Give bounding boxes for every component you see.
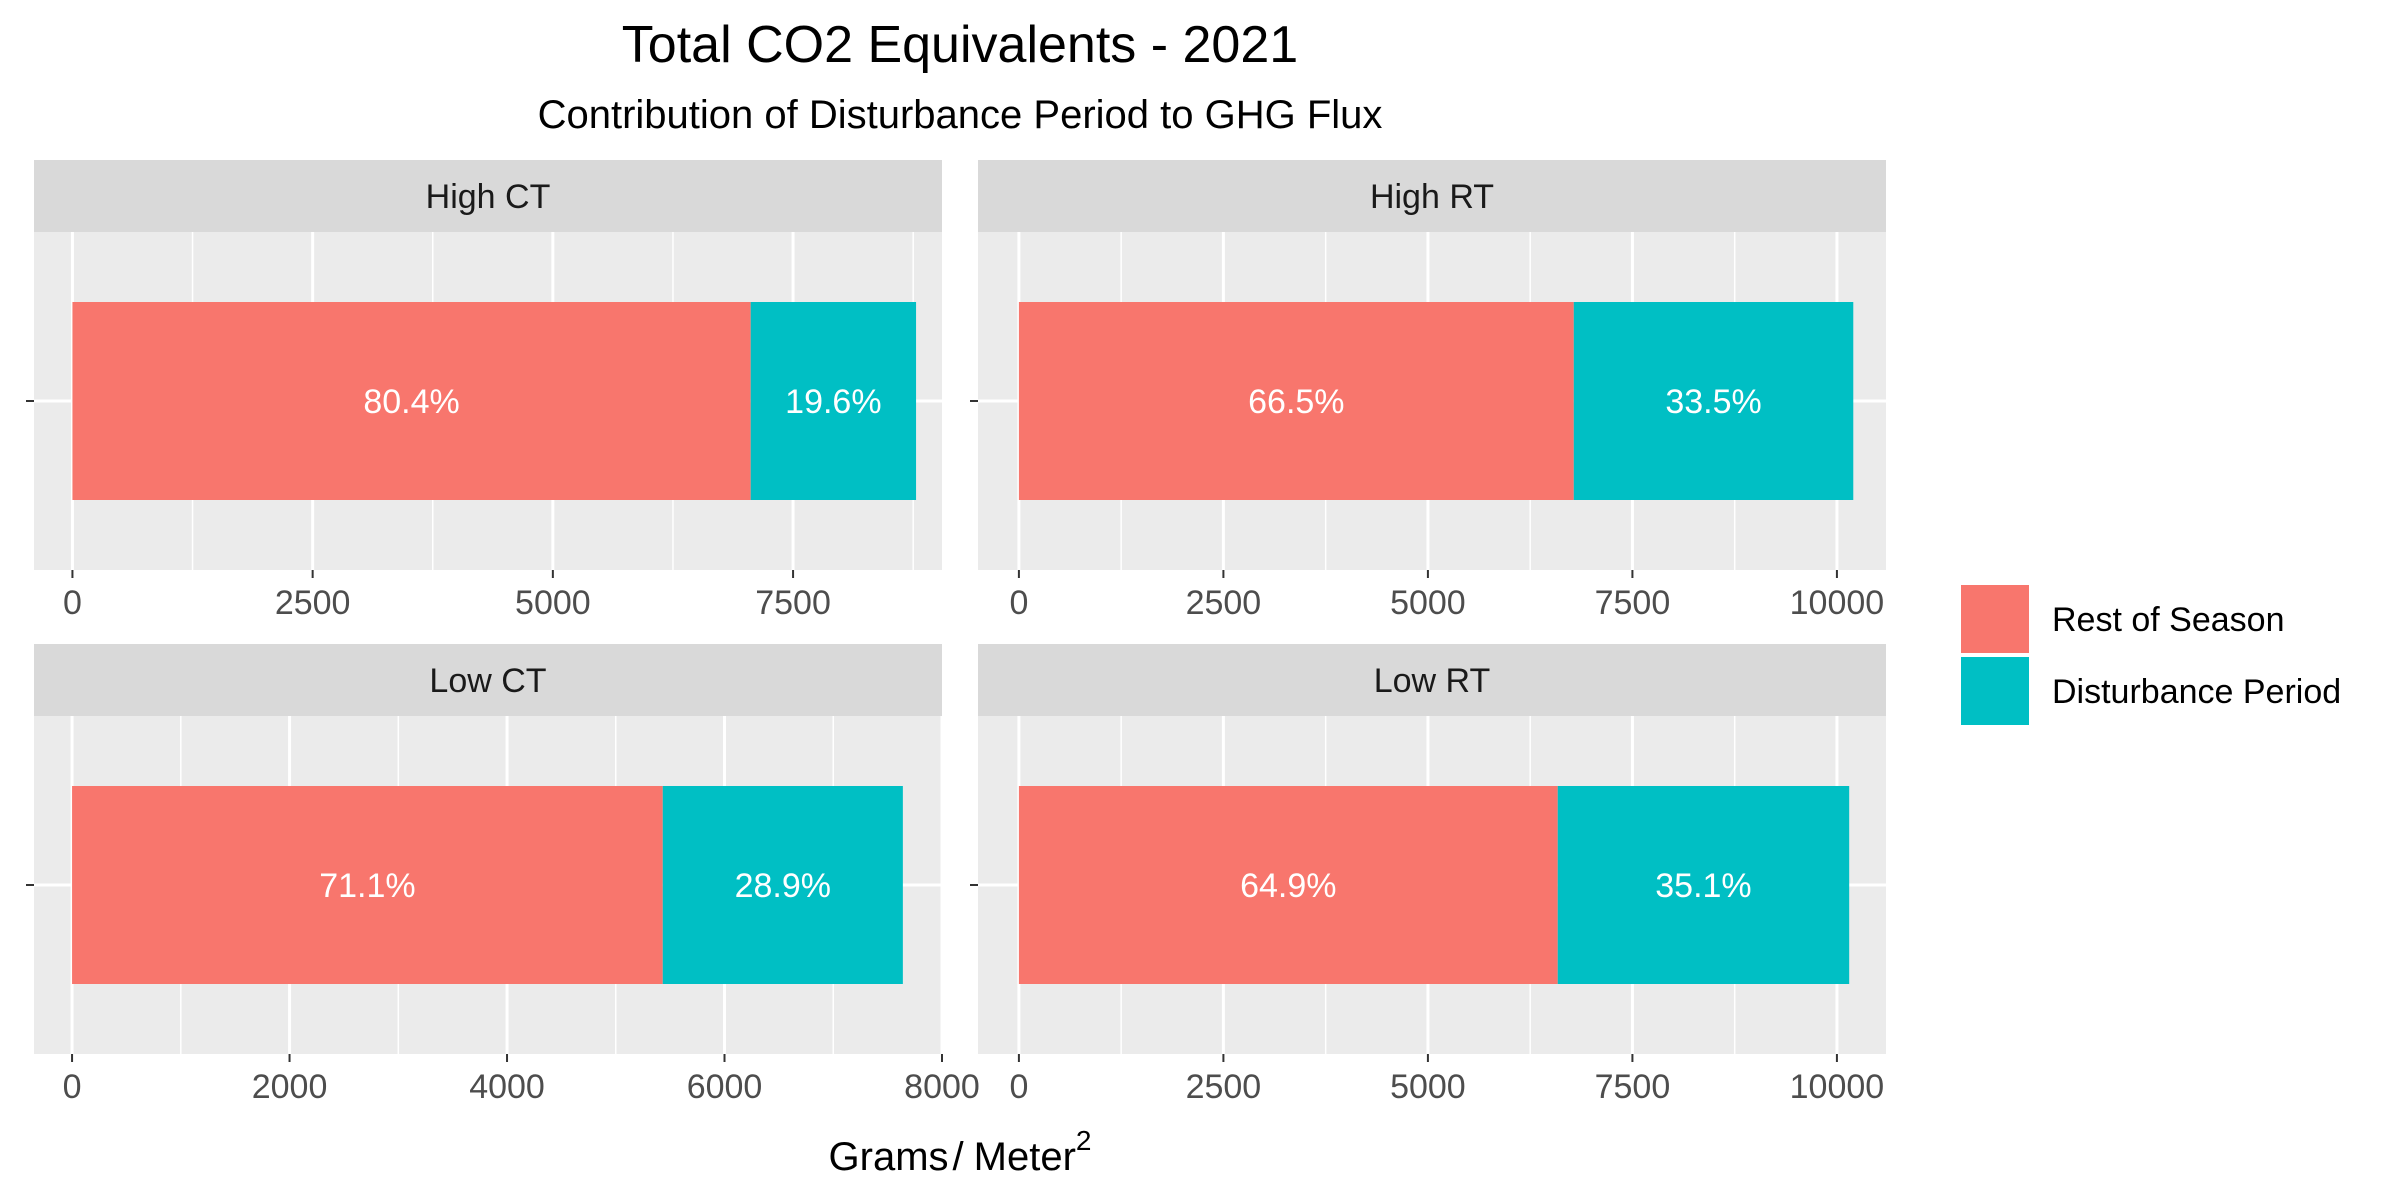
x-tick-label-low-ct: 6000 [687, 1068, 763, 1106]
x-tick-label-high-ct: 7500 [755, 584, 831, 622]
chart-subtitle: Contribution of Disturbance Period to GH… [538, 93, 1383, 137]
bar-label-high-rt-rest-of-season: 66.5% [1248, 383, 1344, 421]
bar-label-low-ct-rest-of-season: 71.1% [319, 867, 415, 905]
x-axis-title-exponent: 2 [1076, 1125, 1092, 1156]
strip-label-high-ct: High CT [426, 178, 551, 216]
bar-label-high-rt-disturbance-period: 33.5% [1665, 383, 1761, 421]
x-tick-label-high-rt: 10000 [1790, 584, 1885, 622]
bar-low-rt-rest-of-season [1018, 786, 1558, 984]
bar-low-ct-disturbance-period [662, 786, 903, 984]
facet-panels: High CT 80.4% 19.6% 0 2500 5000 7500 High RT 66.… [26, 160, 1886, 1106]
x-tick-label-low-rt: 10000 [1790, 1068, 1885, 1106]
bar-label-low-ct-disturbance-period: 28.9% [735, 867, 831, 905]
x-tick-label-high-rt: 7500 [1595, 584, 1671, 622]
x-tick-label-high-rt: 5000 [1390, 584, 1466, 622]
strip-high-ct [34, 160, 942, 232]
strip-high-rt [978, 160, 1886, 232]
panel-high-rt: High RT 66.5% 33.5% 0 2500 5000 7500 10000 [970, 160, 1886, 622]
strip-low-ct [34, 644, 942, 716]
panel-low-ct: Low CT 71.1% 28.9% 0 2000 4000 6000 8000 [26, 644, 980, 1106]
x-tick-label-high-ct: 5000 [515, 584, 591, 622]
x-tick-label-low-rt: 2500 [1186, 1068, 1262, 1106]
bar-low-ct-rest-of-season [72, 786, 663, 984]
legend: Rest of Season Disturbance Period [1959, 583, 2341, 727]
x-axis-title-main: Grams [829, 1135, 949, 1179]
bar-high-rt-rest-of-season [1018, 302, 1574, 500]
x-tick-label-low-ct: 2000 [252, 1068, 328, 1106]
bar-low-rt-disturbance-period [1557, 786, 1850, 984]
bar-high-ct-rest-of-season [72, 302, 751, 500]
x-tick-label-low-rt: 0 [1009, 1068, 1028, 1106]
legend-key-rest-of-season [1959, 583, 2031, 655]
bar-label-low-rt-disturbance-period: 35.1% [1655, 867, 1751, 905]
x-axis-title-unit: Meter [974, 1135, 1076, 1179]
panel-high-ct: High CT 80.4% 19.6% 0 2500 5000 7500 [26, 160, 942, 622]
x-tick-label-low-rt: 7500 [1595, 1068, 1671, 1106]
legend-label-disturbance-period: Disturbance Period [2052, 673, 2341, 711]
x-axis-title: Grams / Meter2 [829, 1125, 1092, 1179]
x-tick-label-low-ct: 0 [63, 1068, 82, 1106]
strip-low-rt [978, 644, 1886, 716]
x-tick-label-low-ct: 8000 [904, 1068, 980, 1106]
bar-high-ct-disturbance-period [750, 302, 917, 500]
chart-title: Total CO2 Equivalents - 2021 [622, 16, 1298, 74]
bar-label-high-ct-disturbance-period: 19.6% [785, 383, 881, 421]
x-axis-title-separator: / [953, 1135, 965, 1179]
x-tick-label-high-ct: 2500 [275, 584, 351, 622]
panel-low-rt: Low RT 64.9% 35.1% 0 2500 5000 7500 10000 [970, 644, 1886, 1106]
legend-label-rest-of-season: Rest of Season [2052, 601, 2284, 639]
legend-key-disturbance-period [1959, 655, 2031, 727]
bar-high-rt-disturbance-period [1573, 302, 1854, 500]
strip-label-low-rt: Low RT [1374, 662, 1491, 700]
strip-label-high-rt: High RT [1370, 178, 1494, 216]
x-tick-label-low-ct: 4000 [469, 1068, 545, 1106]
x-tick-label-low-rt: 5000 [1390, 1068, 1466, 1106]
x-tick-label-high-ct: 0 [63, 584, 82, 622]
bar-label-low-rt-rest-of-season: 64.9% [1240, 867, 1336, 905]
x-tick-label-high-rt: 2500 [1186, 584, 1262, 622]
strip-label-low-ct: Low CT [429, 662, 546, 700]
x-tick-label-high-rt: 0 [1009, 584, 1028, 622]
bar-label-high-ct-rest-of-season: 80.4% [363, 383, 459, 421]
